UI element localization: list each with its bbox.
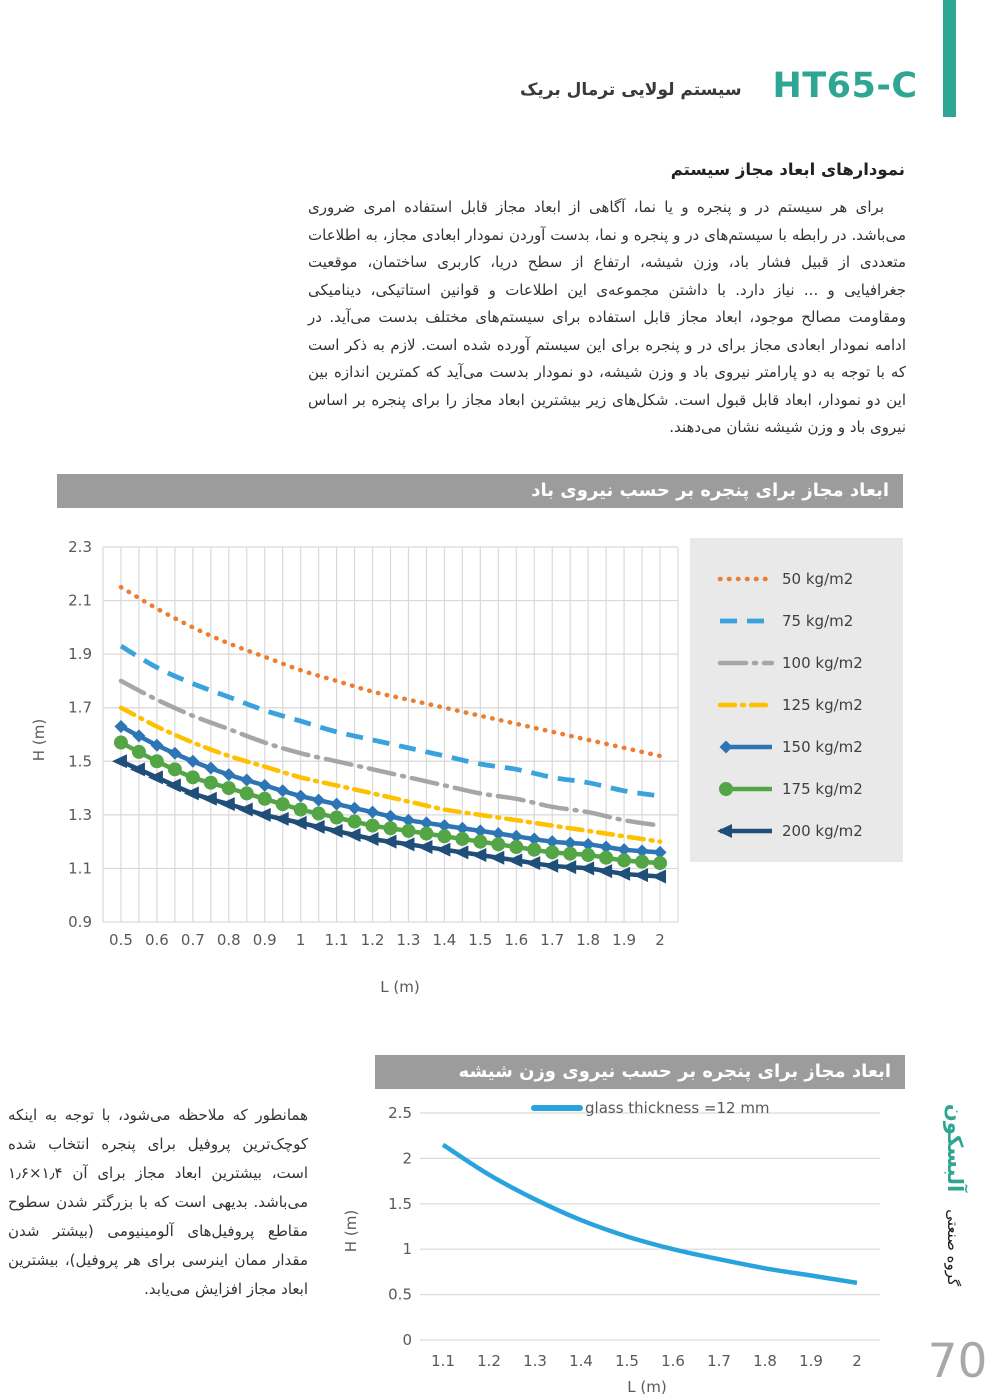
- svg-text:0.9: 0.9: [68, 913, 92, 931]
- product-code: HT65-C: [772, 66, 918, 106]
- legend-label: 200 kg/m2: [782, 822, 863, 840]
- wind-chart-canvas: 0.9 1.1 1.3 1.5 1.7 1.9 2.1 2.3 0.5 0.6 0.7 0.8 0.9 1…: [30, 538, 679, 996]
- glass-chart-canvas: 0 0.5 1 1.5 2 2.5 1.1 1.2 1.3 1.4 1.5 1.6 1.7 1.8 1.9 2…: [342, 1099, 880, 1396]
- svg-text:H (m): H (m): [342, 1210, 360, 1252]
- legend-marker: [717, 702, 774, 708]
- svg-text:1.3: 1.3: [397, 931, 421, 949]
- legend-item: 200 kg/m2: [716, 810, 903, 852]
- legend-marker: [719, 782, 772, 796]
- svg-text:1.9: 1.9: [799, 1352, 823, 1370]
- legend-item: 175 kg/m2: [716, 768, 903, 810]
- svg-text:1.5: 1.5: [388, 1195, 412, 1213]
- legend-marker: [719, 740, 772, 754]
- legend-marker: [717, 576, 774, 582]
- svg-text:1.1: 1.1: [325, 931, 349, 949]
- svg-text:1.8: 1.8: [576, 931, 600, 949]
- svg-text:0.5: 0.5: [388, 1286, 412, 1304]
- legend-label: 100 kg/m2: [782, 654, 863, 672]
- section-heading: نمودارهای ابعاد مجاز سیستم: [670, 160, 905, 179]
- svg-text:1.6: 1.6: [661, 1352, 685, 1370]
- wind-chart-legend: 50 kg/m2 75 kg/m2 100 kg/m2 125 kg/m2 150 kg…: [690, 538, 903, 862]
- intro-paragraph: برای هر سیستم در و پنجره و یا نما، آگاهی…: [308, 198, 906, 436]
- svg-text:1.7: 1.7: [68, 699, 92, 717]
- svg-text:0.7: 0.7: [181, 931, 205, 949]
- svg-text:L (m): L (m): [627, 1378, 666, 1396]
- legend-item: 150 kg/m2: [716, 726, 903, 768]
- teal-accent-bar: [943, 0, 956, 117]
- svg-text:1.8: 1.8: [753, 1352, 777, 1370]
- svg-text:L (m): L (m): [380, 978, 419, 996]
- svg-text:0: 0: [402, 1331, 412, 1349]
- legend-label: 50 kg/m2: [782, 570, 854, 588]
- legend-item: 75 kg/m2: [716, 600, 903, 642]
- svg-text:1.2: 1.2: [477, 1352, 501, 1370]
- legend-label: 75 kg/m2: [782, 612, 854, 630]
- svg-text:2.5: 2.5: [388, 1104, 412, 1122]
- legend-label: 175 kg/m2: [782, 780, 863, 798]
- svg-text:0.6: 0.6: [145, 931, 169, 949]
- legend-marker: [717, 660, 774, 666]
- svg-text:1.5: 1.5: [68, 752, 92, 770]
- svg-text:1.9: 1.9: [68, 645, 92, 663]
- svg-text:2: 2: [852, 1352, 862, 1370]
- brand-vertical-text: گروه صنعتی آلبسکون: [923, 1075, 967, 1315]
- svg-text:1.3: 1.3: [68, 806, 92, 824]
- brand-group-label: گروه صنعتی: [944, 1209, 962, 1287]
- legend-label: 150 kg/m2: [782, 738, 863, 756]
- svg-text:1.2: 1.2: [361, 931, 385, 949]
- legend-label: 125 kg/m2: [782, 696, 863, 714]
- legend-marker: [717, 824, 772, 838]
- svg-text:0.8: 0.8: [217, 931, 241, 949]
- brand-name: آلبسکون: [943, 1103, 967, 1193]
- svg-text:1.4: 1.4: [432, 931, 456, 949]
- svg-text:1.3: 1.3: [523, 1352, 547, 1370]
- legend-item: 50 kg/m2: [716, 558, 903, 600]
- svg-text:1.4: 1.4: [569, 1352, 593, 1370]
- svg-text:2: 2: [402, 1149, 412, 1167]
- svg-text:H (m): H (m): [30, 719, 48, 761]
- product-name: سیستم لولایی ترمال بریک: [520, 80, 742, 100]
- legend-item: 125 kg/m2: [716, 684, 903, 726]
- svg-text:2.3: 2.3: [68, 538, 92, 556]
- svg-text:1.1: 1.1: [68, 859, 92, 877]
- svg-text:0.9: 0.9: [253, 931, 277, 949]
- svg-text:1.7: 1.7: [707, 1352, 731, 1370]
- svg-text:1.7: 1.7: [540, 931, 564, 949]
- svg-text:2.1: 2.1: [68, 592, 92, 610]
- glass-chart-title: ابعاد مجاز برای پنجره بر حسب نیروی وزن ش…: [375, 1055, 905, 1089]
- svg-text:1.9: 1.9: [612, 931, 636, 949]
- side-note: همانطور که ملاحظه می‌شود، با توجه به این…: [8, 1106, 308, 1298]
- legend-item: 100 kg/m2: [716, 642, 903, 684]
- wind-chart-title: ابعاد مجاز برای پنجره بر حسب نیروی باد: [57, 474, 903, 508]
- svg-text:1: 1: [296, 931, 306, 949]
- svg-text:1.1: 1.1: [431, 1352, 455, 1370]
- svg-text:1.5: 1.5: [468, 931, 492, 949]
- svg-text:2: 2: [655, 931, 665, 949]
- svg-text:1.6: 1.6: [504, 931, 528, 949]
- svg-text:1: 1: [402, 1240, 412, 1258]
- page-number: 70: [927, 1334, 988, 1389]
- svg-text:0.5: 0.5: [109, 931, 133, 949]
- svg-text:1.5: 1.5: [615, 1352, 639, 1370]
- legend-marker: [720, 618, 772, 624]
- svg-text:glass thickness =12 mm: glass thickness =12 mm: [585, 1099, 770, 1117]
